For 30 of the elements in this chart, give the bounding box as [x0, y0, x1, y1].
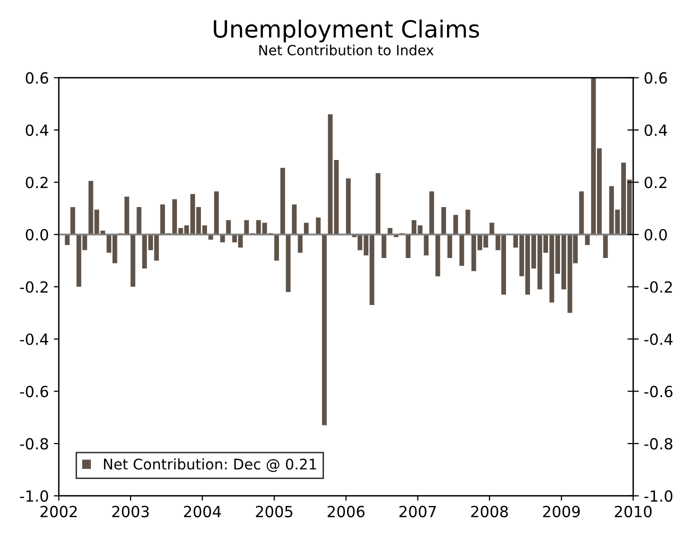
y-tick-label: -0.4: [20, 333, 48, 346]
y-tick-label: -0.6: [20, 386, 48, 398]
y-tick-label: 0.2: [26, 176, 48, 188]
x-tick-label: 2010: [614, 506, 652, 518]
x-tick-label: 2008: [471, 506, 508, 518]
chart-title: Unemployment Claims: [214, 20, 480, 42]
y2-tick-label: 0.2: [644, 176, 666, 188]
y-tick-label: 0.0: [26, 228, 48, 241]
y-tick-label: 0.4: [26, 124, 48, 136]
y-tick-label: -1.0: [20, 490, 48, 502]
y-tick-label: -0.2: [20, 281, 48, 293]
chart-subtitle: Net Contribution to Index: [259, 44, 434, 56]
y2-tick-label: -0.2: [644, 281, 672, 293]
x-tick-label: 2003: [112, 506, 149, 518]
y-tick-label: -0.8: [20, 438, 48, 450]
x-tick-label: 2002: [40, 506, 77, 518]
x-tick-label: 2009: [543, 506, 580, 518]
x-tick-label: 2007: [399, 506, 436, 518]
x-tick-label: 2006: [328, 506, 364, 518]
y2-tick-label: -0.6: [644, 386, 672, 398]
y-tick-label: 0.6: [26, 72, 48, 84]
y2-tick-label: -0.8: [644, 438, 672, 450]
y2-tick-label: 0.6: [644, 72, 667, 84]
x-tick-label: 2005: [256, 506, 292, 518]
y2-tick-label: -1.0: [644, 490, 672, 502]
x-tick-label: 2004: [184, 506, 221, 518]
y2-tick-label: 0.0: [644, 228, 667, 241]
legend-label: Net Contribution: Dec @ 0.21: [104, 458, 316, 472]
y2-tick-label: -0.4: [644, 333, 673, 346]
y2-tick-label: 0.4: [644, 124, 668, 136]
